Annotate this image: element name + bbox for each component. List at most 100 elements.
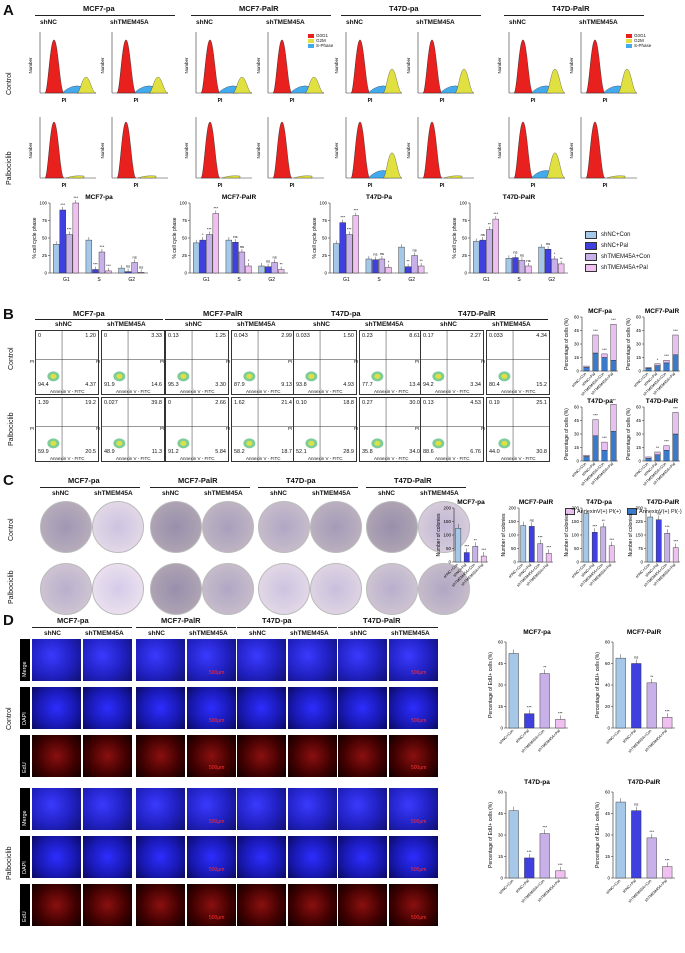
phase-legend: G0G1 G2M S-Phase — [308, 33, 333, 48]
g2m-peak — [65, 175, 85, 179]
g2m-peak — [221, 175, 241, 179]
colony-dish — [310, 563, 362, 615]
y-tick-label: 60 — [574, 315, 580, 320]
bar-chart: MCF7-PalR 0 15 30 45 60 Percentage of cells (%… — [626, 308, 680, 397]
legend-label: AnnexinV(+) PI(+) — [577, 508, 622, 515]
y-tick-label: 50 — [462, 236, 468, 241]
g2m-peak — [606, 175, 626, 179]
microscopy-tile — [136, 735, 185, 777]
row-label-control: Control — [8, 347, 15, 370]
x-tick-label: shNC+Pal — [622, 729, 637, 744]
y-tick-label: 50 — [42, 236, 48, 241]
axis-y-label: Number — [334, 57, 339, 74]
y-axis-label: Number of colonies — [436, 513, 442, 557]
y-tick-label: 25 — [42, 253, 48, 258]
bar-segment — [672, 433, 679, 462]
bar-segment — [663, 362, 670, 372]
quadrant-ur: 8.61 — [409, 333, 420, 339]
underline — [293, 319, 421, 320]
quadrant-lr: 20.5 — [85, 449, 96, 455]
axis-x-label: Annexin V - FITC — [246, 456, 281, 461]
flow-scatter — [421, 331, 483, 394]
underline — [237, 627, 337, 628]
axis-y-label: Number — [406, 142, 411, 159]
scale-bar: 500μm — [411, 765, 427, 771]
phase-swatch — [308, 43, 314, 48]
y-tick-label: 30 — [498, 683, 504, 688]
significance-label: * — [248, 258, 250, 263]
panel-letter-a: A — [3, 2, 14, 19]
significance-label: ns — [634, 802, 638, 807]
chart-title: T47D-Pa — [366, 194, 392, 201]
axis-x-label: PI — [134, 183, 139, 189]
y-tick-label: 50 — [446, 546, 452, 551]
bar — [631, 810, 642, 879]
g0g1-peak — [513, 121, 534, 179]
phase-legend-item: G0G1 — [308, 33, 333, 38]
row-label-palbociclib: Palbociclib — [6, 846, 13, 880]
x-tick-label: G1 — [343, 277, 350, 283]
underline — [165, 319, 293, 320]
cell-population-core — [435, 440, 442, 446]
significance-label: ns — [481, 232, 485, 237]
y-axis-label: % cell cycle phase — [32, 217, 38, 258]
stain-label-bg — [20, 735, 30, 777]
significance-label: *** — [213, 206, 218, 211]
axis-x-label: PI — [62, 183, 67, 189]
condition-label: shNC — [509, 19, 526, 26]
significance-label: *** — [100, 244, 105, 249]
colony-dish — [150, 501, 202, 553]
significance-label: ns — [513, 250, 517, 255]
flow-scatter — [102, 331, 164, 394]
flow-plot: 0.13 4.53 88.6 6.76 Annexin V - FITC PI — [415, 397, 484, 462]
significance-label: *** — [665, 708, 670, 713]
axis-x-label: PI — [531, 183, 536, 189]
y-tick-label: 15 — [574, 445, 580, 450]
bar-segment — [645, 367, 652, 369]
histogram: PI Number — [334, 32, 403, 104]
bar — [608, 545, 615, 563]
bar-chart: MCF7-PalR 0 20 40 60 80 Percentage of EdU+ cel… — [595, 629, 675, 754]
y-tick-label: 30 — [636, 432, 642, 437]
axis-y-label: PI — [226, 426, 231, 431]
quadrant-ul: 0 — [38, 333, 42, 339]
significance-label: ** — [543, 665, 547, 670]
stain-label: EdU — [22, 762, 28, 773]
panel-letter-c: C — [3, 472, 14, 489]
bar-segment — [583, 454, 590, 457]
quadrant-ul: 0.033 — [489, 333, 503, 339]
x-tick-label: G2 — [408, 277, 415, 283]
bar — [346, 234, 353, 274]
bar — [98, 251, 106, 274]
stain-label: Merge — [22, 810, 28, 826]
quadrant-ul: 0.19 — [489, 400, 500, 406]
y-tick-label: 0 — [576, 369, 579, 374]
axis-x-label: Annexin V - FITC — [435, 389, 470, 394]
y-tick-label: 45 — [498, 811, 504, 816]
significance-label: ** — [474, 537, 478, 542]
flow-scatter — [294, 398, 356, 461]
y-tick-label: 15 — [498, 704, 504, 709]
colony-dish — [92, 501, 144, 553]
scale-bar: 500μm — [411, 718, 427, 724]
row-label-control: Control — [6, 707, 13, 730]
axis-x-label: PI — [531, 98, 536, 104]
chart-title: MCF7-pa — [457, 499, 485, 506]
axis-y-label: PI — [415, 426, 420, 431]
significance-label: ns — [132, 255, 136, 260]
g2m-peak — [545, 68, 566, 94]
bar — [333, 243, 340, 274]
significance-label: *** — [611, 317, 616, 322]
cell-line-title: MCF7-PalR — [203, 309, 243, 318]
bar — [271, 262, 278, 274]
condition-label: shNC — [196, 19, 213, 26]
axis-x-label: PI — [62, 98, 67, 104]
chart-title: T47D-pa — [586, 499, 612, 506]
cell-population-core — [246, 373, 253, 379]
axis-x-label: PI — [218, 98, 223, 104]
x-tick-label: shNC+Con — [498, 879, 514, 895]
bar — [479, 239, 486, 274]
flow-plot: 1.62 21.4 58.2 18.7 Annexin V - FITC PI — [226, 397, 295, 462]
g2m-peak — [382, 152, 403, 179]
